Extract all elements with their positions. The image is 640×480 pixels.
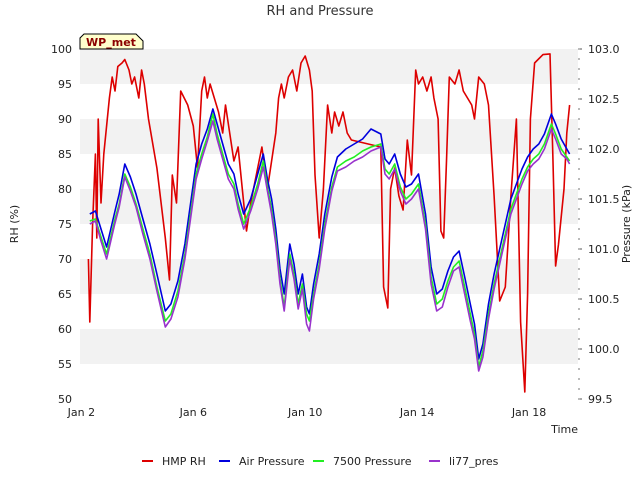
background-bands — [80, 49, 578, 399]
left-tick-label: 85 — [58, 148, 72, 161]
right-tick-label: 100.0 — [588, 343, 620, 356]
x-axis-title: Time — [550, 423, 578, 436]
left-tick-label: 50 — [58, 393, 72, 406]
series-line-air-pressure — [89, 108, 571, 360]
series-line-li77-pres — [89, 120, 571, 372]
x-axis: Jan 2 Jan 6 Jan 10 Jan 14 Jan 18 — [67, 406, 547, 419]
grid-band — [80, 49, 578, 84]
legend-label: li77_pres — [449, 455, 499, 468]
series-line-hmp-rh — [87, 53, 571, 393]
grid-band — [80, 119, 578, 154]
left-tick-label: 95 — [58, 78, 72, 91]
x-tick-label: Jan 10 — [287, 406, 322, 419]
legend: HMP RH Air Pressure 7500 Pressure li77_pres — [142, 455, 499, 468]
x-tick-label: Jan 2 — [67, 406, 95, 419]
x-tick-label: Jan 6 — [179, 406, 207, 419]
left-tick-label: 75 — [58, 218, 72, 231]
left-tick-label: 100 — [51, 43, 72, 56]
left-tick-label: 70 — [58, 253, 72, 266]
left-tick-label: 90 — [58, 113, 72, 126]
right-tick-label: 102.0 — [588, 143, 620, 156]
left-tick-label: 65 — [58, 288, 72, 301]
grid-band — [80, 329, 578, 364]
legend-label: Air Pressure — [239, 455, 305, 468]
right-tick-label: 101.5 — [588, 193, 620, 206]
right-tick-label: 101.0 — [588, 243, 620, 256]
badge-box — [79, 33, 144, 50]
left-tick-label: 80 — [58, 183, 72, 196]
right-tick-label: 100.5 — [588, 293, 620, 306]
right-y-axis: 99.5 100.0 100.5 101.0 101.5 102.0 102.5 103.0 — [578, 43, 620, 406]
legend-label: HMP RH — [162, 455, 206, 468]
station-badge: WP_met — [79, 33, 144, 50]
right-tick-label: 103.0 — [588, 43, 620, 56]
right-tick-label: 99.5 — [588, 393, 613, 406]
right-axis-title: Pressure (kPa) — [620, 185, 633, 263]
badge-label: WP_met — [86, 36, 136, 49]
right-tick-label: 102.5 — [588, 93, 620, 106]
x-tick-label: Jan 18 — [511, 406, 546, 419]
left-tick-label: 55 — [58, 358, 72, 371]
chart-title: RH and Pressure — [266, 4, 373, 19]
left-y-axis: 50 55 60 65 70 75 80 85 90 95 100 — [51, 43, 72, 406]
legend-label: 7500 Pressure — [333, 455, 412, 468]
x-tick-label: Jan 14 — [399, 406, 434, 419]
series-lines — [87, 53, 571, 393]
left-tick-label: 60 — [58, 323, 72, 336]
left-axis-title: RH (%) — [8, 205, 21, 243]
